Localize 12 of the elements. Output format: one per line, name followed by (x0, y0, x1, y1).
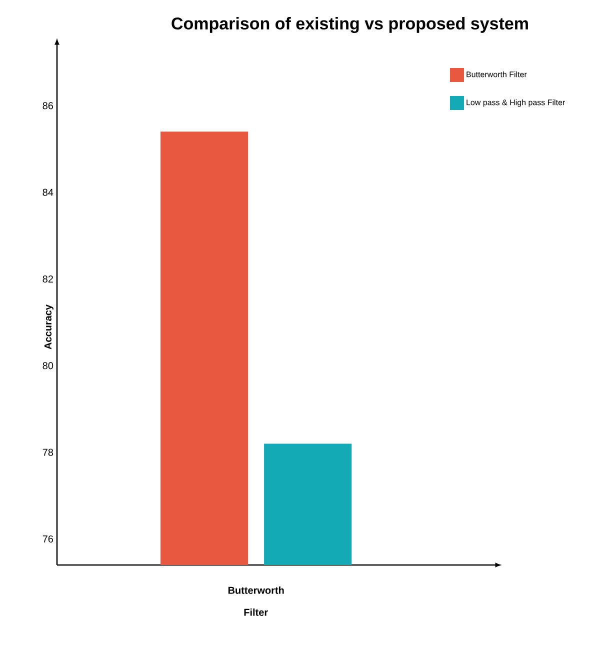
chart-title: Comparison of existing vs proposed system (172, 17, 528, 33)
legend-label: Low pass & High pass Filter (466, 99, 566, 107)
y-tick-label: 84 (42, 188, 54, 196)
x-tick-label: Butterworth (228, 586, 284, 594)
legend-label: Butterworth Filter (466, 71, 527, 78)
y-tick-label: 78 (42, 448, 54, 456)
y-tick-label: 80 (42, 362, 54, 370)
y-tick-label: 86 (42, 102, 54, 110)
x-axis-title: Filter (244, 608, 268, 616)
y-tick-label: 82 (42, 275, 53, 283)
y-tick-label: 76 (42, 535, 54, 543)
y-axis-title: Accuracy (44, 304, 54, 350)
